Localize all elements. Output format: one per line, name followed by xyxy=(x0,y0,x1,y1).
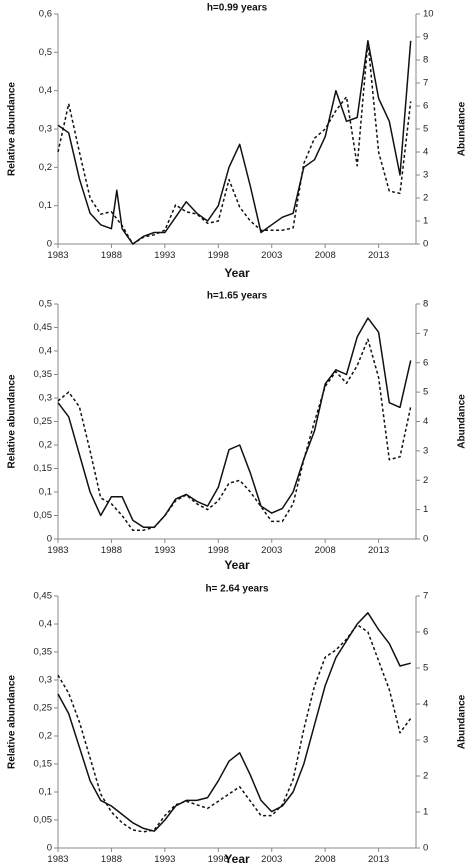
y-tick-label: 0,3 xyxy=(39,393,52,404)
y2-tick-label: 6 xyxy=(423,627,428,638)
chart-title: h=0.99 years xyxy=(207,3,268,14)
y-tick-label: 0 xyxy=(47,239,52,250)
y2-tick-label: 1 xyxy=(423,216,428,227)
series-line-abundance-dashed xyxy=(57,624,412,833)
chart-panel-2: h=1.65 years 0 0,05 0,1 0,15 0,2 0,25 0,3 0,35 0,… xyxy=(7,291,468,572)
x-tick-label: 1993 xyxy=(154,250,175,261)
y-tick-label: 0,1 xyxy=(39,200,52,211)
y-tick-label: 0,5 xyxy=(39,47,52,58)
y2-tick-label: 7 xyxy=(423,328,428,339)
y-tick-label: 0,5 xyxy=(39,299,52,310)
y2-tick-label: 2 xyxy=(423,193,428,204)
y2-tick-label: 5 xyxy=(423,387,428,398)
chart-title: h=1.65 years xyxy=(207,291,268,302)
y-tick-label: 0,4 xyxy=(39,346,52,357)
x-tick-label: 1998 xyxy=(208,545,229,556)
y-tick-label: 0,15 xyxy=(34,463,53,474)
x-tick-label: 2013 xyxy=(368,250,389,261)
x-tick-label: 1993 xyxy=(154,545,175,556)
y2-tick-label: 10 xyxy=(423,9,434,20)
y2-tick-label: 9 xyxy=(423,32,428,43)
chart-panel-1: h=0.99 years 0 0,1 0,2 0,3 0,4 0,5 0,6 0 1 2 3 4 5 6 7 8… xyxy=(7,3,468,280)
x-tick-label: 2008 xyxy=(315,250,336,261)
y2-tick-label: 4 xyxy=(423,147,428,158)
x-tick-label: 2003 xyxy=(261,545,282,556)
x-tick-label: 2013 xyxy=(368,854,389,865)
chart-panel-3: h= 2.64 years 0 0,05 0,1 0,15 0,2 0,25 0,3 0,35 0… xyxy=(7,584,468,866)
y2-tick-label: 2 xyxy=(423,475,428,486)
y2-tick-label: 6 xyxy=(423,101,428,112)
y-tick-label: 0,25 xyxy=(34,416,53,427)
x-tick-label: 1988 xyxy=(101,545,122,556)
y2-tick-label: 8 xyxy=(423,55,428,66)
x-tick-label: 1998 xyxy=(208,250,229,261)
y2-tick-label: 0 xyxy=(423,239,428,250)
y-tick-label: 0,05 xyxy=(34,815,53,826)
y2-tick-label: 7 xyxy=(423,78,428,89)
y-tick-label: 0,4 xyxy=(39,85,52,96)
y2-tick-label: 6 xyxy=(423,357,428,368)
y2-tick-label: 4 xyxy=(423,699,428,710)
y2-tick-label: 4 xyxy=(423,416,428,427)
y-tick-label: 0,05 xyxy=(34,510,53,521)
y-tick-label: 0 xyxy=(47,534,52,545)
y-tick-label: 0,1 xyxy=(39,787,52,798)
x-tick-label: 1988 xyxy=(101,250,122,261)
x-axis-label: Year xyxy=(224,852,250,866)
y2-tick-label: 3 xyxy=(423,170,428,181)
x-tick-label: 1983 xyxy=(47,250,68,261)
y2-axis-label: Abundance xyxy=(457,394,468,449)
series-line-relative-solid xyxy=(57,612,411,832)
y2-tick-label: 2 xyxy=(423,771,428,782)
y-tick-label: 0,1 xyxy=(39,487,52,498)
y2-tick-label: 0 xyxy=(423,534,428,545)
y2-tick-label: 3 xyxy=(423,735,428,746)
y2-tick-label: 0 xyxy=(423,843,428,854)
y-tick-label: 0,6 xyxy=(39,9,52,20)
y-axis-label: Relative abundance xyxy=(7,675,18,769)
series-line-abundance-dashed xyxy=(57,338,412,531)
x-tick-label: 2013 xyxy=(368,545,389,556)
y-tick-label: 0,2 xyxy=(39,440,52,451)
x-tick-label: 2003 xyxy=(261,250,282,261)
x-tick-label: 1983 xyxy=(47,545,68,556)
y2-tick-label: 3 xyxy=(423,445,428,456)
y2-tick-label: 8 xyxy=(423,299,428,310)
y-tick-label: 0,2 xyxy=(39,731,52,742)
y-tick-label: 0,3 xyxy=(39,675,52,686)
y-axis-label: Relative abundance xyxy=(7,82,18,176)
y-tick-label: 0,4 xyxy=(39,619,52,630)
chart-title: h= 2.64 years xyxy=(205,584,269,595)
x-tick-label: 2003 xyxy=(261,854,282,865)
y2-tick-label: 7 xyxy=(423,591,428,602)
x-tick-label: 2008 xyxy=(315,545,336,556)
series-line-relative-solid xyxy=(57,40,412,245)
y-tick-label: 0,45 xyxy=(34,591,53,602)
series-line-abundance-dashed xyxy=(57,40,412,245)
y2-axis-label: Abundance xyxy=(457,694,468,749)
y2-axis-label: Abundance xyxy=(457,101,468,156)
y2-tick-label: 5 xyxy=(423,663,428,674)
y2-tick-label: 5 xyxy=(423,124,428,135)
y-tick-label: 0,35 xyxy=(34,647,53,658)
y-tick-label: 0,35 xyxy=(34,369,53,380)
y-tick-label: 0,3 xyxy=(39,124,52,135)
x-axis-label: Year xyxy=(224,266,250,280)
y-tick-label: 0,2 xyxy=(39,162,52,173)
y-tick-label: 0,15 xyxy=(34,759,53,770)
x-tick-label: 2008 xyxy=(315,854,336,865)
x-tick-label: 1983 xyxy=(47,854,68,865)
y2-tick-label: 1 xyxy=(423,807,428,818)
x-tick-label: 1993 xyxy=(154,854,175,865)
series-line-relative-solid xyxy=(57,317,412,529)
x-tick-label: 1998 xyxy=(208,854,229,865)
y-tick-label: 0,25 xyxy=(34,703,53,714)
y2-tick-label: 1 xyxy=(423,504,428,515)
y-tick-label: 0,45 xyxy=(34,322,53,333)
x-axis-label: Year xyxy=(224,558,250,572)
y-tick-label: 0 xyxy=(47,843,52,854)
x-tick-label: 1988 xyxy=(101,854,122,865)
y-axis-label: Relative abundance xyxy=(7,374,18,468)
